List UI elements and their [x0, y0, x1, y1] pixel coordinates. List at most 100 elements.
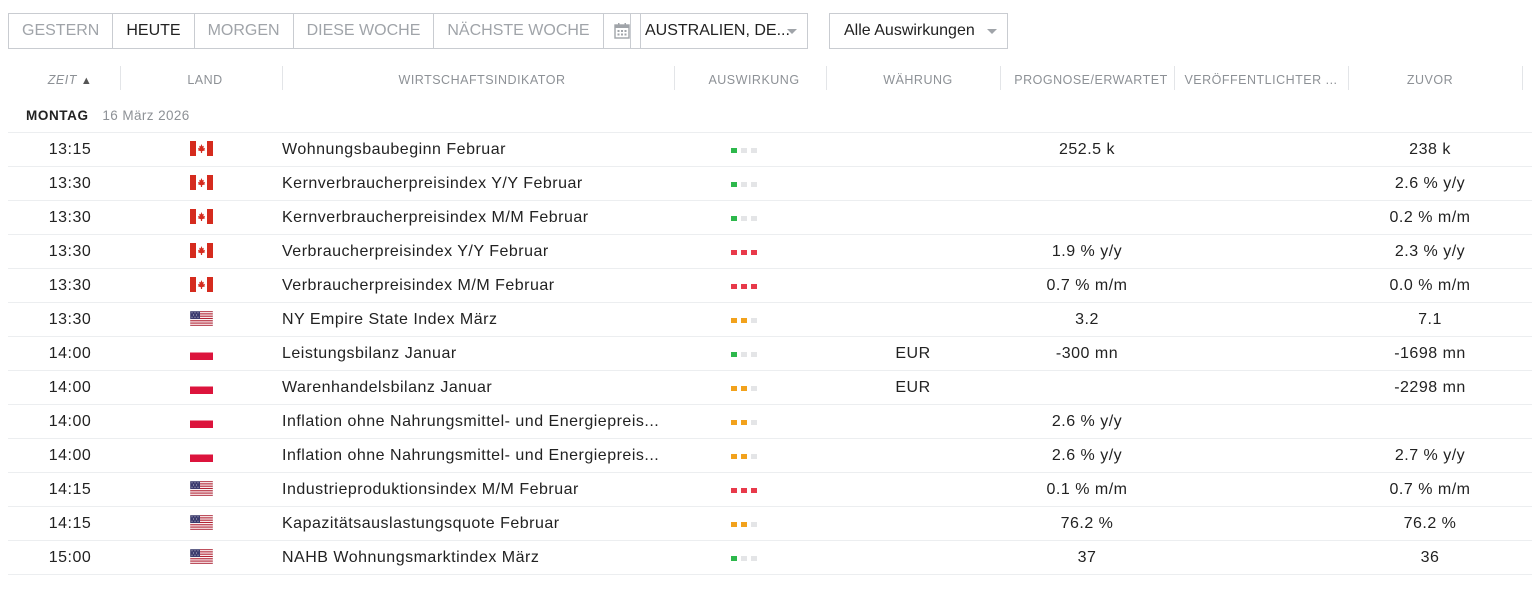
- impact-dot: [731, 148, 737, 153]
- event-forecast: 2.6 % y/y: [1051, 447, 1123, 464]
- table-row[interactable]: 14:15 Industrieproduktionsindex M/M Febru…: [8, 472, 1532, 506]
- event-indicator-name[interactable]: Inflation ohne Nahrungsmittel- und Energ…: [282, 413, 660, 430]
- event-previous: 36: [1420, 549, 1440, 566]
- table-row[interactable]: 15:00 NAHB Wohnungsmarktindex März 37 36: [8, 540, 1532, 575]
- impact-dot: [751, 488, 757, 493]
- table-row[interactable]: 14:00 Inflation ohne Nahrungsmittel- und …: [8, 438, 1532, 472]
- column-header-country: LAND: [187, 73, 223, 87]
- event-forecast: 2.6 % y/y: [1051, 413, 1123, 430]
- impact-dot: [731, 556, 737, 561]
- impact-filter-value: Alle Auswirkungen: [844, 22, 975, 39]
- canada-flag: [190, 209, 214, 225]
- country-filter-dropdown[interactable]: AUSTRALIEN, DE...: [630, 13, 808, 49]
- event-indicator-name[interactable]: Wohnungsbaubeginn Februar: [282, 141, 506, 158]
- impact-dot: [741, 284, 747, 289]
- impact-dot: [741, 148, 747, 153]
- table-row[interactable]: 14:00 Warenhandelsbilanz Januar EUR -2298 m…: [8, 370, 1532, 404]
- impact-indicator: [731, 148, 757, 153]
- impact-dot: [741, 318, 747, 323]
- usa-flag: [190, 515, 214, 531]
- event-published: [1174, 133, 1348, 166]
- event-forecast: [1000, 201, 1174, 234]
- event-time: 15:00: [48, 549, 92, 566]
- event-currency: [826, 507, 1000, 540]
- impact-dot: [731, 250, 737, 255]
- impact-dot: [751, 352, 757, 357]
- impact-dot: [751, 216, 757, 221]
- column-divider: [674, 66, 675, 90]
- event-previous: 0.2 % m/m: [1389, 209, 1471, 226]
- impact-dot: [741, 556, 747, 561]
- impact-dot: [731, 522, 737, 527]
- impact-dot: [741, 488, 747, 493]
- impact-indicator: [731, 284, 757, 289]
- impact-dot: [731, 318, 737, 323]
- impact-indicator: [731, 420, 757, 425]
- impact-indicator: [731, 488, 757, 493]
- country-filter-value: AUSTRALIEN, DE...: [645, 22, 790, 39]
- table-row[interactable]: 13:30 Verbraucherpreisindex M/M Februar 0.…: [8, 268, 1532, 302]
- table-row[interactable]: 13:15 Wohnungsbaubeginn Februar 252.5 k 238…: [8, 132, 1532, 166]
- event-time: 13:30: [48, 311, 92, 328]
- table-row[interactable]: 13:30 NY Empire State Index März 3.2 7.1: [8, 302, 1532, 336]
- impact-dot: [731, 420, 737, 425]
- impact-dot: [751, 250, 757, 255]
- event-published: [1174, 269, 1348, 302]
- next-week-button[interactable]: NÄCHSTE WOCHE: [434, 14, 604, 48]
- event-forecast: -300 mn: [1055, 345, 1119, 362]
- event-forecast: 3.2: [1075, 311, 1099, 328]
- event-previous: 2.6 % y/y: [1394, 175, 1466, 192]
- yesterday-button[interactable]: GESTERN: [9, 14, 114, 48]
- event-time: 13:30: [48, 243, 92, 260]
- column-header-time[interactable]: ZEIT ▲: [8, 66, 132, 94]
- impact-dot: [751, 556, 757, 561]
- event-forecast: 76.2 %: [1060, 515, 1114, 532]
- impact-filter-dropdown[interactable]: Alle Auswirkungen: [829, 13, 1008, 49]
- event-published: [1174, 337, 1348, 370]
- event-previous: 0.0 % m/m: [1389, 277, 1471, 294]
- table-row[interactable]: 13:30 Verbraucherpreisindex Y/Y Februar 1.…: [8, 234, 1532, 268]
- event-indicator-name[interactable]: Warenhandelsbilanz Januar: [282, 379, 493, 396]
- event-previous: [1348, 405, 1512, 438]
- poland-flag: [190, 379, 214, 395]
- event-previous: 76.2 %: [1403, 515, 1457, 532]
- column-divider: [282, 66, 283, 90]
- table-row[interactable]: 14:00 Inflation ohne Nahrungsmittel- und …: [8, 404, 1532, 438]
- event-indicator-name[interactable]: Verbraucherpreisindex M/M Februar: [282, 277, 555, 294]
- event-indicator-name[interactable]: Kernverbraucherpreisindex M/M Februar: [282, 209, 589, 226]
- table-row[interactable]: 14:15 Kapazitätsauslastungsquote Februar 7…: [8, 506, 1532, 540]
- events-table-body: 13:15 Wohnungsbaubeginn Februar 252.5 k 238…: [8, 132, 1532, 575]
- tomorrow-button[interactable]: MORGEN: [195, 14, 294, 48]
- event-indicator-name[interactable]: NY Empire State Index März: [282, 311, 498, 328]
- event-currency: [826, 269, 1000, 302]
- event-forecast: 37: [1077, 549, 1097, 566]
- event-indicator-name[interactable]: Industrieproduktionsindex M/M Februar: [282, 481, 579, 498]
- event-indicator-name[interactable]: Inflation ohne Nahrungsmittel- und Energ…: [282, 447, 660, 464]
- impact-dot: [731, 352, 737, 357]
- table-row[interactable]: 13:30 Kernverbraucherpreisindex Y/Y Febru…: [8, 166, 1532, 200]
- calendar-button[interactable]: [604, 14, 640, 48]
- table-row[interactable]: 14:00 Leistungsbilanz Januar EUR -300 mn -16…: [8, 336, 1532, 370]
- event-currency: [826, 167, 1000, 200]
- impact-indicator: [731, 318, 757, 323]
- impact-indicator: [731, 386, 757, 391]
- event-indicator-name[interactable]: Leistungsbilanz Januar: [282, 345, 457, 362]
- impact-dot: [741, 420, 747, 425]
- impact-dot: [731, 488, 737, 493]
- column-divider: [1522, 66, 1523, 90]
- column-header-impact: AUSWIRKUNG: [708, 73, 800, 87]
- impact-dot: [741, 250, 747, 255]
- this-week-button[interactable]: DIESE WOCHE: [294, 14, 435, 48]
- event-indicator-name[interactable]: NAHB Wohnungsmarktindex März: [282, 549, 540, 566]
- event-indicator-name[interactable]: Kapazitätsauslastungsquote Februar: [282, 515, 560, 532]
- usa-flag: [190, 549, 214, 565]
- impact-dot: [751, 182, 757, 187]
- event-published: [1174, 473, 1348, 506]
- event-indicator-name[interactable]: Kernverbraucherpreisindex Y/Y Februar: [282, 175, 583, 192]
- today-button[interactable]: HEUTE: [113, 14, 195, 48]
- impact-dot: [751, 386, 757, 391]
- table-row[interactable]: 13:30 Kernverbraucherpreisindex M/M Febru…: [8, 200, 1532, 234]
- event-published: [1174, 303, 1348, 336]
- event-published: [1174, 371, 1348, 404]
- event-indicator-name[interactable]: Verbraucherpreisindex Y/Y Februar: [282, 243, 549, 260]
